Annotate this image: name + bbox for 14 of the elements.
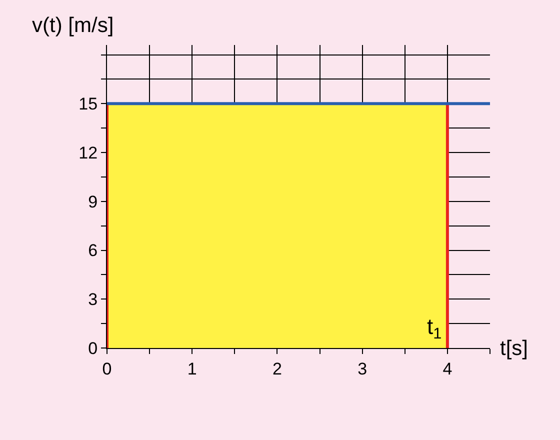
y-tick-label: 3 — [88, 290, 98, 310]
x-axis-title: t[s] — [500, 337, 528, 360]
y-tick-label: 12 — [78, 143, 98, 162]
x-tick-label: 0 — [102, 359, 112, 378]
y-tick-label: 6 — [88, 241, 98, 260]
x-tick-label: 4 — [442, 359, 452, 378]
y-tick-label: 0 — [88, 338, 98, 358]
x-tick-label: 1 — [187, 359, 197, 378]
x-tick-label: 3 — [358, 359, 368, 378]
y-tick-label: 15 — [78, 94, 98, 114]
y-tick-label: 9 — [88, 192, 98, 212]
y-axis-title: v(t) [m/s] — [32, 14, 114, 37]
annotation: t$_{1}$ — [427, 314, 442, 343]
x-tick-label: 2 — [272, 359, 282, 378]
